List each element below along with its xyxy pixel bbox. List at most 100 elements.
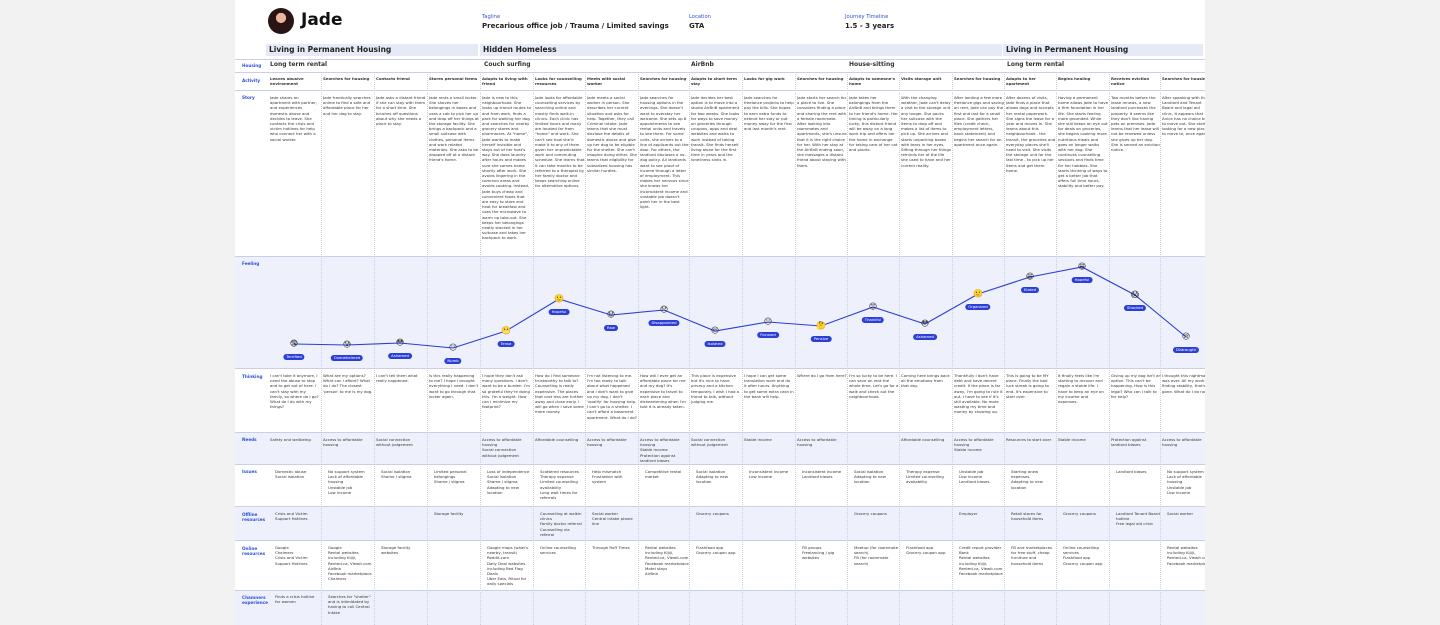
activity-3: Contacts friend	[376, 76, 410, 81]
needs-1: Safety and wellbeing	[270, 437, 311, 442]
row-label-online: Online resources	[242, 546, 266, 556]
thinking-15: This is going to be MY place. Finally th…	[1006, 373, 1049, 399]
online-resources-5-item: Uber Eats, Ritual for daily specials	[487, 576, 532, 586]
online-resources-1: GoogleChalmersCrisis and Victim Support …	[270, 545, 320, 566]
offline-resources-14-list: Employer	[954, 511, 1004, 516]
tagline-label: Tagline	[482, 14, 501, 20]
issues-12-item: Social isolation	[854, 469, 899, 474]
online-resources-2-item: Facebook marketplace	[328, 571, 373, 576]
row-label-offline: Offline resources	[242, 512, 266, 522]
needs-11: Access to affordable housing	[797, 437, 837, 448]
issues-5: Loss of independenceSocial isolationSham…	[482, 469, 532, 495]
offline-resources-16-item: Grocery coupons	[1063, 511, 1108, 516]
feeling-label-2: Overwhelmed	[330, 355, 364, 361]
thinking-4: Is this really happening to me? I hope I…	[429, 373, 479, 399]
issues-2-list: No support systemLack of affordable hous…	[323, 469, 373, 495]
row-label-story: Story	[242, 95, 255, 100]
online-resources-15-list: FB and marketplaces for free stuff, chea…	[1006, 545, 1056, 566]
issues-3-item: Social isolation	[381, 469, 426, 474]
offline-resources-9: Grocery coupons	[691, 511, 741, 516]
online-resources-16-item: Flashfood app	[1063, 555, 1108, 560]
online-resources-3-list: Storage facility websites	[376, 545, 426, 555]
offline-resources-9-list: Grocery coupons	[691, 511, 741, 516]
story-3: Jade asks a distant friend if she can st…	[376, 95, 426, 127]
needs-13: Affordable counselling	[901, 437, 945, 442]
emotion-face-icon: 😰	[342, 340, 352, 349]
issues-6-item: Limited counselling availability	[540, 479, 585, 489]
feeling-label-4: Numb	[444, 358, 462, 364]
thinking-14: Thankfully I don't have debt and have de…	[954, 373, 1003, 415]
offline-resources-4-item: Storage facility	[434, 511, 479, 516]
online-resources-7: Through Ruff Times	[587, 545, 637, 550]
row-label-activity: Activity	[242, 78, 261, 83]
online-resources-5-item: Google maps (what's nearby, transit)	[487, 545, 532, 555]
issues-row	[235, 464, 1205, 507]
online-resources-12-list: Meetup (for roommate search)FB (for room…	[849, 545, 899, 566]
online-resources-16: Online counselling servicesFlashfood app…	[1058, 545, 1108, 566]
activity-14: Searches for housing	[954, 76, 1001, 81]
feeling-label-6: Hopeful	[548, 309, 570, 315]
offline-resources-18-item: Social worker	[1167, 511, 1205, 516]
issues-10-item: Inconsistent income	[749, 469, 794, 474]
offline-resources-17-item: Landlord Tenant Board hotline	[1116, 511, 1161, 521]
issues-14: Unstable jobLow incomeLandlord biases	[954, 469, 1004, 485]
feeling-row	[235, 256, 1205, 369]
online-resources-16-list: Online counselling servicesFlashfood app…	[1058, 545, 1108, 566]
story-17: Two months before the lease renews, a ne…	[1111, 95, 1160, 153]
issues-9: Social isolationAdapting to new location	[691, 469, 741, 485]
issues-17-list: Landlord biases	[1111, 469, 1161, 474]
feeling-label-11: Pensive	[810, 336, 832, 342]
needs-17: Protection against landlord biases	[1111, 437, 1147, 448]
column-divider	[847, 72, 848, 625]
story-row	[235, 90, 1205, 257]
online-resources-9: Flashfood appGrocery coupon app	[691, 545, 741, 555]
feeling-label-15: Elated	[1020, 287, 1040, 293]
emotion-face-icon: 😱	[1130, 290, 1140, 299]
issues-4-item: Limited personal belongings	[434, 469, 479, 479]
activity-18: Searches for housing	[1162, 76, 1205, 81]
feeling-label-7: Raw	[604, 325, 618, 331]
story-12: Jade takes her belongings from the AirBn…	[849, 95, 898, 153]
issues-18-list: No support systemLack of affordable hous…	[1162, 469, 1205, 495]
feeling-label-8: Disappointed	[648, 320, 680, 326]
issues-10-list: Inconsistent incomeLow income	[744, 469, 794, 479]
issues-6-list: Scattered resourcesTherapy expenseLimite…	[535, 469, 585, 500]
online-resources-2-item: AirBnb	[328, 566, 373, 571]
column-divider	[795, 72, 796, 625]
column-divider	[480, 72, 481, 625]
issues-18-item: No support system	[1167, 469, 1205, 474]
online-resources-2-item: Chalmers	[328, 576, 373, 581]
thinking-1: I can't take it anymore, I need the abus…	[270, 373, 319, 410]
needs-15: Resources to start over	[1006, 437, 1052, 442]
issues-18-item: Lack of affordable housing	[1167, 474, 1205, 484]
champions-2-list: Searches for "shelter" and is intimidate…	[323, 594, 373, 615]
online-resources-11-list: FB groupsFreelancing / gig websites	[797, 545, 847, 561]
emotion-face-icon: 😟	[606, 310, 616, 319]
issues-14-list: Unstable jobLow incomeLandlord biases	[954, 469, 1004, 485]
issues-5-item: Social isolation	[487, 474, 532, 479]
issues-10-item: Low income	[749, 474, 794, 479]
emotion-face-icon: 😶	[448, 343, 458, 352]
issues-2-item: Unstable job	[328, 485, 373, 490]
champions-row	[235, 590, 1205, 625]
phase-1: Living in Permanent Housing	[266, 44, 478, 56]
online-resources-8-list: Rental websites including Kijiji, Rented…	[640, 545, 690, 576]
issues-11: Inconsistent incomeLandlord biases	[797, 469, 847, 479]
online-resources-8-item: Rental websites including Kijiji, Rented…	[645, 545, 690, 561]
needs-16: Stable income	[1058, 437, 1086, 442]
emotion-face-icon: 😳	[395, 338, 405, 347]
online-resources-18-item: Rental websites including Kijiji, Rented…	[1167, 545, 1205, 561]
column-divider	[1109, 72, 1110, 625]
activity-6: Looks for counselling resources	[535, 76, 582, 86]
column-divider	[1004, 72, 1005, 625]
housing-row	[235, 59, 1205, 72]
online-resources-9-item: Grocery coupon app	[696, 550, 741, 555]
story-6: Jade looks for affordable counselling se…	[535, 95, 585, 189]
online-resources-9-list: Flashfood appGrocery coupon app	[691, 545, 741, 555]
issues-5-item: Shame / stigma	[487, 479, 532, 484]
online-resources-13-item: Grocery coupon app	[906, 550, 951, 555]
issues-3-list: Social isolationShame / stigma	[376, 469, 426, 479]
offline-resources-6-list: Counselling at walkin clinicsFamily doct…	[535, 511, 585, 537]
issues-18-item: Unstable job	[1167, 485, 1205, 490]
needs-10: Stable income	[744, 437, 772, 442]
